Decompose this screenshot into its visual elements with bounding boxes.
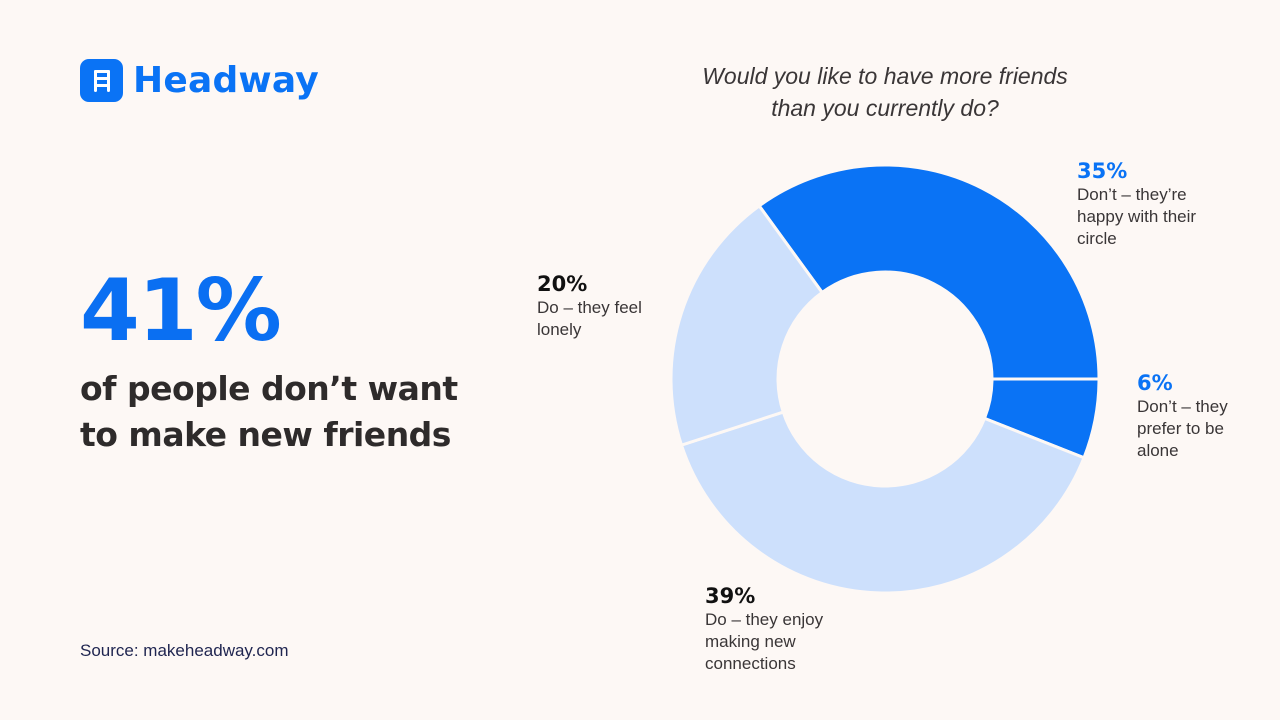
label-text: Do – they feel lonely [537, 298, 642, 339]
label-percent: 20% [537, 272, 588, 296]
label-happy-with-circle: 35% Don’t – they’re happy with their cir… [1077, 158, 1237, 250]
ladder-icon [80, 59, 123, 102]
label-text: Don’t – they prefer to be alone [1137, 397, 1228, 460]
label-prefer-alone: 6% Don’t – they prefer to be alone [1137, 370, 1257, 462]
source-text: Source: makeheadway.com [80, 641, 289, 660]
segment-feel-lonely [669, 204, 824, 447]
label-percent: 39% [705, 584, 756, 608]
segment-new-connections [679, 410, 1086, 595]
label-text: Do – they enjoy making new connections [705, 610, 824, 673]
label-new-connections: 39% Do – they enjoy making new connectio… [705, 583, 855, 675]
headline-text: of people don’t want to make new friends [80, 369, 458, 454]
label-feel-lonely: 20% Do – they feel lonely [537, 271, 667, 341]
brand-logo: Headway [80, 59, 319, 102]
label-text: Don’t – they’re happy with their circle [1077, 185, 1197, 248]
label-percent: 6% [1137, 371, 1173, 395]
segment-happy-with-circle [757, 163, 1101, 381]
headline-stat: 41% [80, 261, 282, 361]
chart-title: Would you like to have more friends than… [702, 63, 1068, 121]
label-percent: 35% [1077, 159, 1128, 183]
brand-name: Headway [133, 60, 319, 101]
